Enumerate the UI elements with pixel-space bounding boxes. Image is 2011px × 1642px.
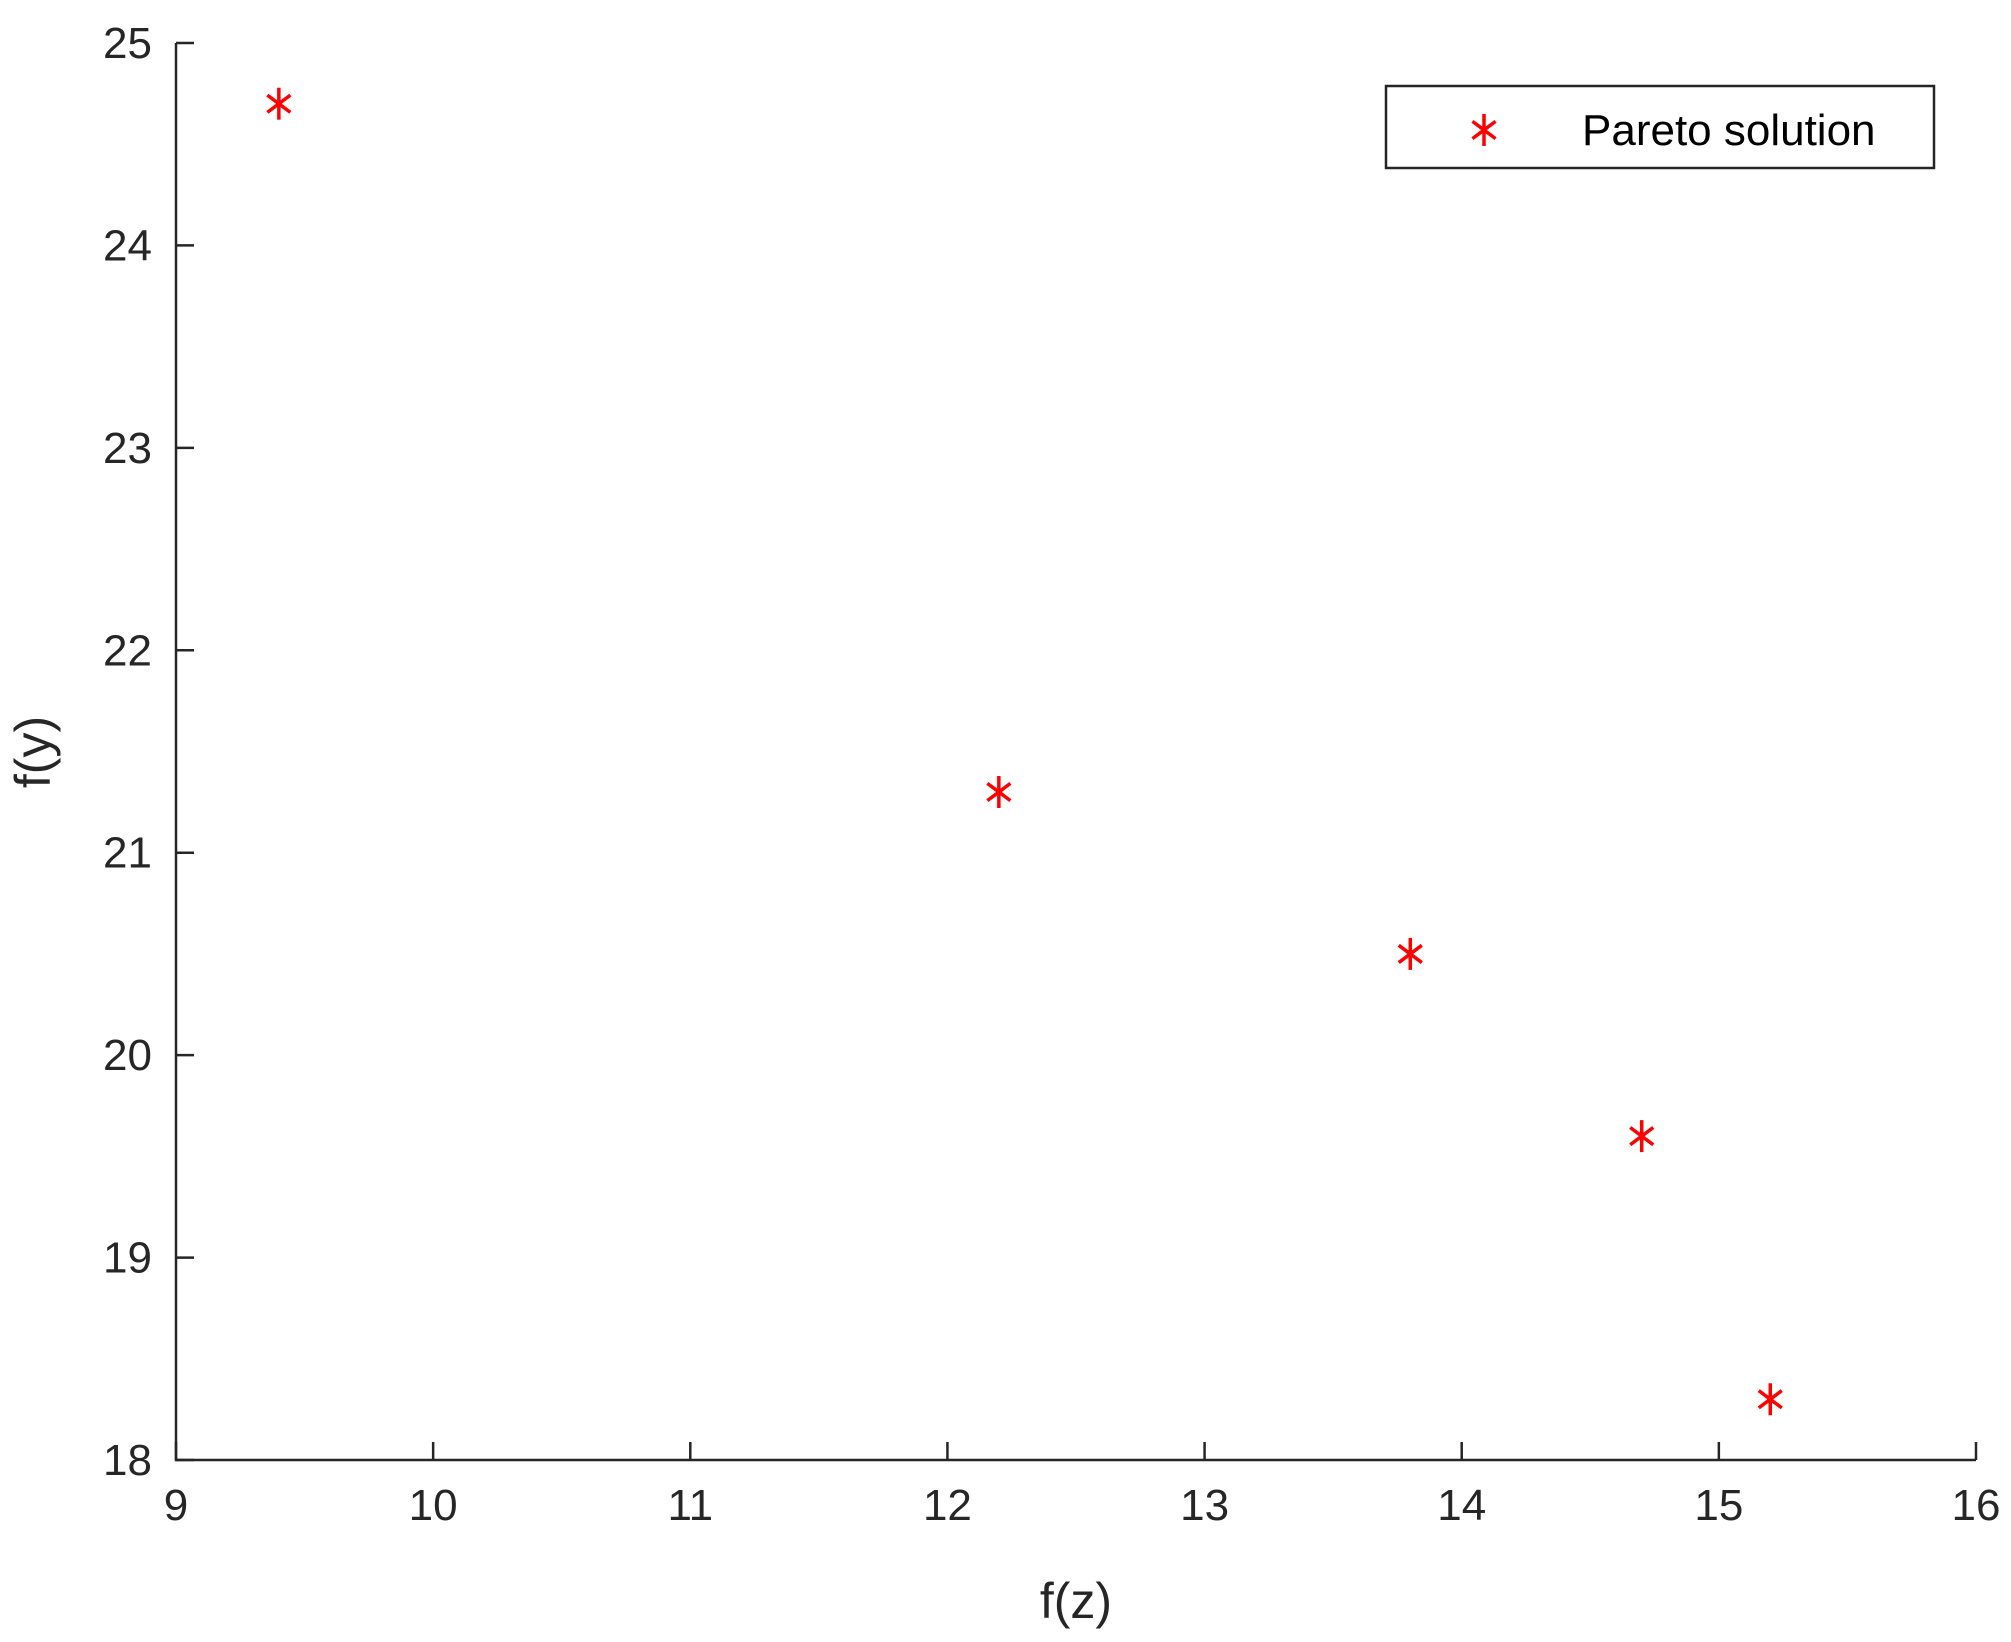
y-axis-ticks: 18 19 20 21 22 23 24 25 xyxy=(103,19,194,1485)
legend-marker-icon xyxy=(1471,114,1497,146)
legend-marker-stroke xyxy=(1471,119,1497,141)
data-point xyxy=(266,87,292,120)
plot-frame-axes xyxy=(174,43,1976,1462)
data-point xyxy=(1397,937,1423,970)
y-tick-label: 21 xyxy=(103,829,152,878)
x-tick-label: 13 xyxy=(1180,1481,1229,1530)
y-tick-label: 25 xyxy=(103,19,152,68)
axes: 9 10 11 12 13 14 15 16 18 19 20 21 22 23 24 25 xyxy=(103,19,2000,1530)
data-point xyxy=(986,775,1012,808)
y-tick-label: 24 xyxy=(103,221,152,270)
x-tick-label: 12 xyxy=(923,1481,972,1530)
x-tick-label: 10 xyxy=(409,1481,458,1530)
x-axis-ticks: 9 10 11 12 13 14 15 16 xyxy=(164,1442,2001,1530)
x-tick-label: 9 xyxy=(164,1481,188,1530)
y-axis-label: f(y) xyxy=(5,716,61,788)
data-point-stroke xyxy=(1397,943,1423,964)
y-tick-label: 23 xyxy=(103,424,152,473)
legend-label: Pareto solution xyxy=(1582,106,1876,155)
y-tick-label: 22 xyxy=(103,626,152,675)
x-tick-label: 16 xyxy=(1952,1481,2001,1530)
legend-marker xyxy=(1471,114,1497,146)
data-point-stroke xyxy=(986,781,1012,803)
data-point-stroke xyxy=(1757,1389,1783,1410)
x-tick-label: 14 xyxy=(1437,1481,1486,1530)
y-tick-label: 20 xyxy=(103,1031,152,1080)
x-tick-label: 11 xyxy=(667,1481,713,1530)
data-points xyxy=(266,87,1783,1416)
data-point-stroke xyxy=(266,93,292,114)
x-tick-label: 15 xyxy=(1694,1481,1743,1530)
data-point-stroke xyxy=(1629,1126,1655,1147)
data-point xyxy=(1629,1120,1655,1153)
data-point xyxy=(1757,1383,1783,1416)
y-tick-label: 18 xyxy=(103,1436,152,1485)
legend: Pareto solution xyxy=(1384,84,1936,170)
x-axis-label: f(z) xyxy=(1040,1573,1112,1629)
y-tick-label: 19 xyxy=(103,1234,152,1283)
